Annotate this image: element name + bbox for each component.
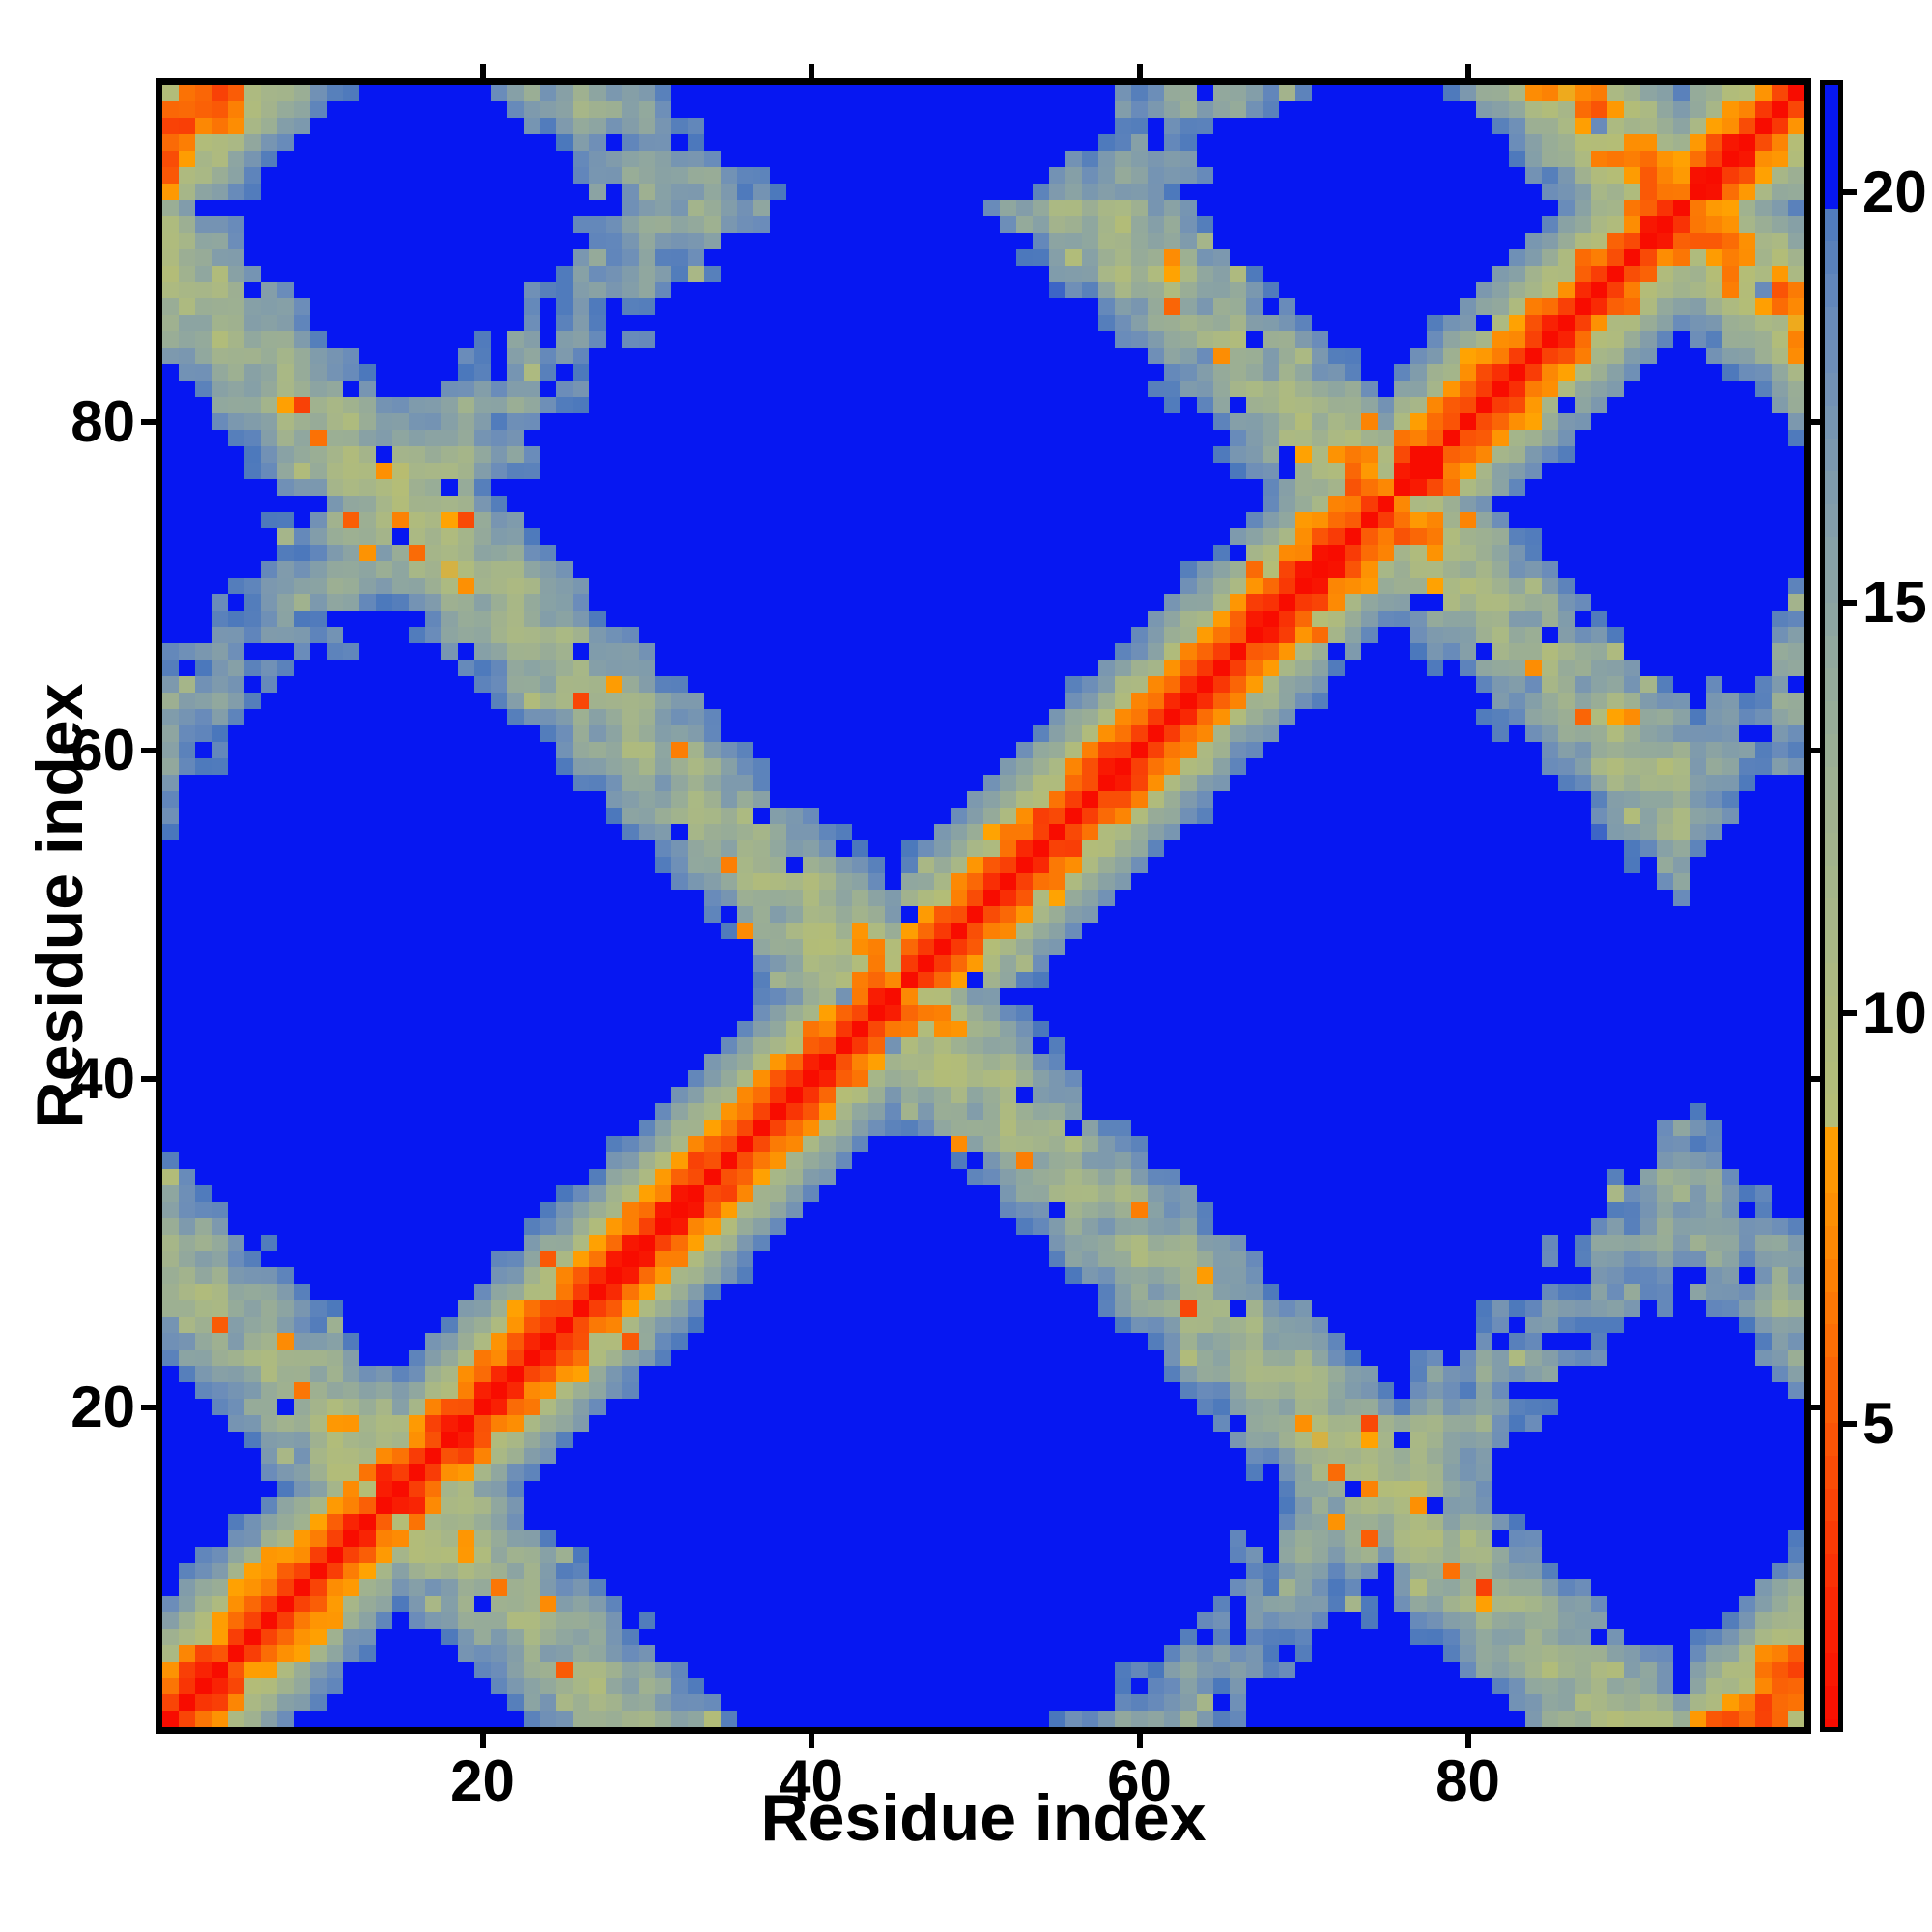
colorbar-frame	[1820, 80, 1843, 1732]
x-tick-mark-bottom	[808, 1734, 814, 1748]
y-tick-mark-right	[1811, 1075, 1820, 1082]
x-axis-title: Residue index	[760, 1781, 1207, 1855]
x-tick-mark-top	[1136, 64, 1143, 78]
x-tick-mark-bottom	[1464, 1734, 1471, 1748]
colorbar-tick-mark	[1843, 188, 1857, 195]
x-tick-label: 40	[779, 1748, 843, 1813]
colorbar-tick-label: 5	[1862, 1390, 1895, 1456]
colorbar-tick-mark	[1843, 1009, 1857, 1016]
x-tick-mark-top	[479, 64, 486, 78]
x-tick-mark-top	[808, 64, 814, 78]
y-tick-label: 20	[71, 1374, 135, 1439]
y-tick-mark-right	[1811, 747, 1820, 753]
y-tick-mark-left	[141, 418, 156, 425]
y-tick-label: 40	[71, 1045, 135, 1111]
y-tick-label: 60	[71, 717, 135, 782]
x-tick-mark-bottom	[479, 1734, 486, 1748]
y-tick-mark-right	[1811, 418, 1820, 425]
x-tick-label: 60	[1107, 1748, 1172, 1813]
x-tick-label: 80	[1435, 1748, 1500, 1813]
x-tick-mark-bottom	[1136, 1734, 1143, 1748]
x-tick-label: 20	[450, 1748, 515, 1813]
y-tick-mark-left	[141, 1075, 156, 1082]
y-tick-mark-left	[141, 747, 156, 753]
plot-frame	[156, 78, 1811, 1734]
y-tick-mark-left	[141, 1404, 156, 1410]
colorbar-tick-label: 20	[1862, 158, 1927, 224]
colorbar-tick-mark	[1843, 599, 1857, 606]
y-tick-label: 80	[71, 388, 135, 454]
colorbar-tick-label: 15	[1862, 569, 1927, 635]
distance-matrix-heatmap	[162, 85, 1804, 1727]
colorbar-gradient	[1825, 85, 1838, 1727]
y-tick-mark-right	[1811, 1404, 1820, 1410]
colorbar-tick-label: 10	[1862, 980, 1927, 1045]
x-tick-mark-top	[1464, 64, 1471, 78]
colorbar-tick-mark	[1843, 1420, 1857, 1427]
